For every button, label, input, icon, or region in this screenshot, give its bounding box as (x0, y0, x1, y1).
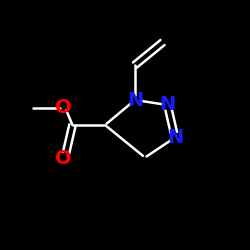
Text: O: O (56, 149, 72, 168)
Text: N: N (167, 128, 183, 147)
Text: N: N (160, 96, 176, 114)
Text: N: N (127, 90, 143, 110)
Text: O: O (56, 98, 72, 117)
